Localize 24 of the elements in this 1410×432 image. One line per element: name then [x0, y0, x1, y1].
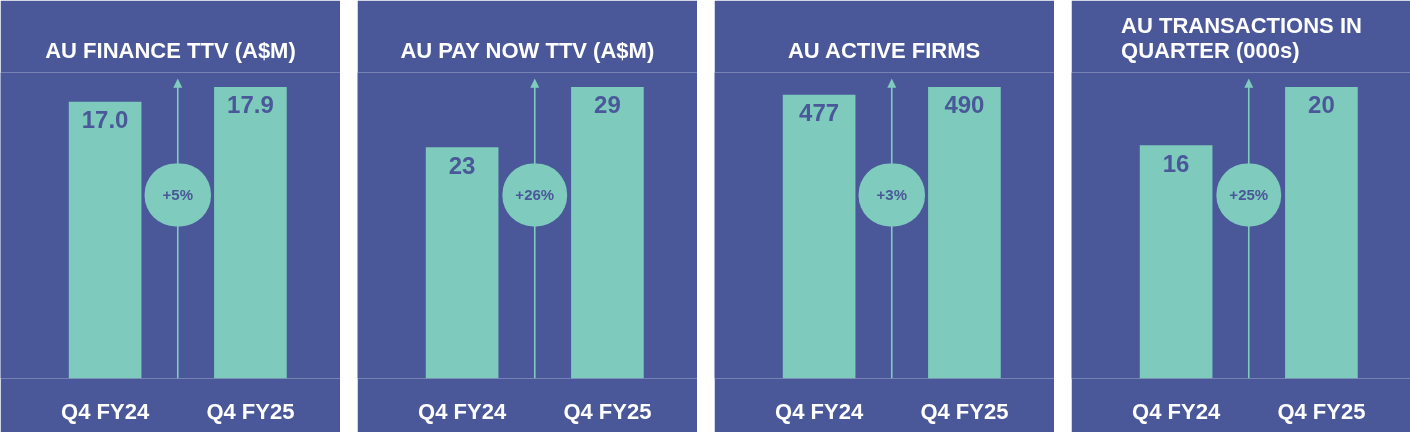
x-tick-label: Q4 FY24	[1132, 398, 1221, 424]
x-tick-label: Q4 FY24	[418, 398, 507, 424]
data-label: 17.0	[81, 105, 129, 133]
x-tick-label: Q4 FY25	[1277, 398, 1366, 424]
data-label: 490	[944, 91, 985, 119]
data-label: 16	[1162, 149, 1190, 177]
data-label: 20	[1308, 91, 1335, 119]
x-tick-label: Q4 FY25	[563, 398, 652, 424]
annotation: +25%	[1229, 186, 1269, 204]
x-tick-label: Q4 FY25	[920, 398, 1009, 424]
annotation: +3%	[876, 186, 907, 204]
chart-title: AU PAY NOW TTV (A$M)	[400, 37, 655, 63]
data-label: 477	[799, 98, 840, 126]
annotation: +26%	[515, 186, 555, 204]
data-label: 17.9	[227, 91, 274, 119]
data-label: 23	[448, 151, 476, 179]
chart-title: AU FINANCE TTV (A$M)	[45, 37, 296, 63]
x-tick-label: Q4 FY24	[775, 398, 864, 424]
chart-title: AU TRANSACTIONS IN QUARTER (000s)	[1121, 12, 1362, 63]
chart-title: AU ACTIVE FIRMS	[787, 37, 981, 63]
data-label: 29	[594, 91, 621, 119]
x-tick-label: Q4 FY24	[61, 398, 150, 424]
annotation: +5%	[162, 186, 193, 204]
x-tick-label: Q4 FY25	[206, 398, 295, 424]
